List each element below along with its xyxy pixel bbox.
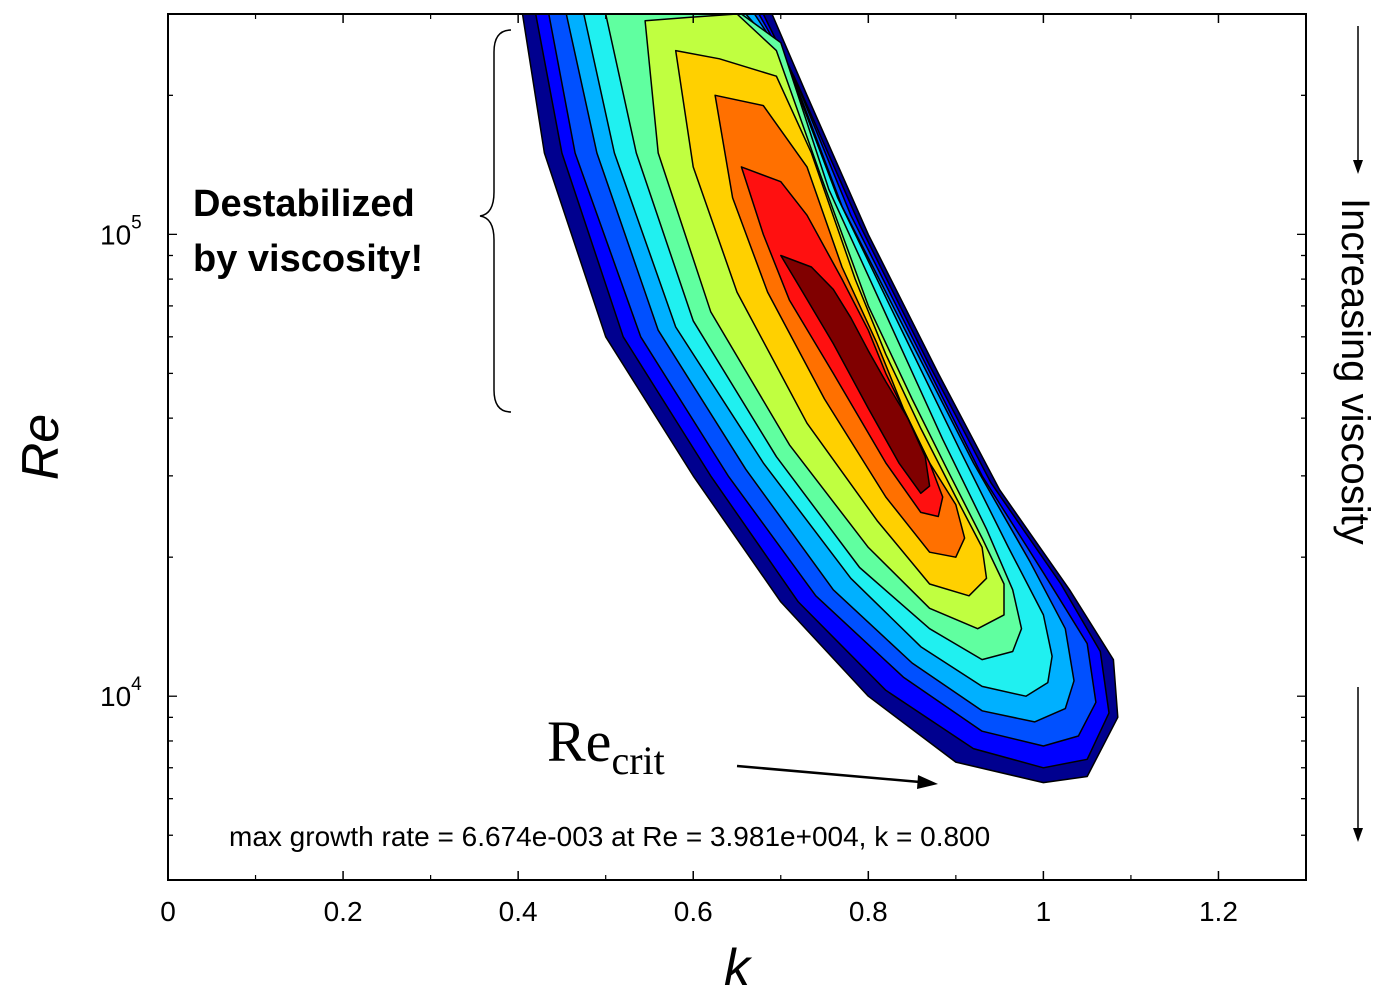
recrit-main: Re [547,709,611,774]
axis-ticks [167,13,1307,881]
recrit-subscript: crit [611,738,664,783]
x-tick-label: 0.2 [324,896,363,927]
destabilized-line1: Destabilized [193,183,415,225]
destabilized-brace [479,29,512,413]
recrit-arrow-head [917,775,938,789]
contour-fills [521,14,1119,784]
x-tick-labels: 0 0.2 0.4 0.6 0.8 1 1.2 [160,896,1238,927]
plot-frame [167,13,1307,881]
x-axis-title: k [724,939,753,990]
x-tick-label: 1.2 [1199,896,1238,927]
y-tick-base: 10 [100,681,131,712]
max-growth-text: max growth rate = 6.674e-003 at Re = 3.9… [229,821,990,852]
y-tick-exponent: 4 [131,674,142,695]
y-tick-label: 105 [100,212,142,250]
y-tick-exponent: 5 [131,212,142,233]
contour-level-11 [780,254,931,495]
side-arrow-bottom-head [1353,828,1363,842]
side-arrow-top-head [1353,160,1363,174]
recrit-arrow-line [736,764,921,784]
side-label: Increasing viscosity [1333,198,1377,545]
x-tick-label: 0.4 [499,896,538,927]
recrit-label: Recrit [547,709,665,783]
x-tick-label: 0.8 [849,896,888,927]
x-tick-label: 0 [160,896,176,927]
y-tick-base: 10 [100,219,131,250]
y-tick-label: 104 [100,674,142,712]
destabilized-line2: by viscosity! [193,238,423,280]
y-axis-title: Re [12,414,70,480]
x-tick-label: 0.6 [674,896,713,927]
x-tick-label: 1 [1036,896,1052,927]
